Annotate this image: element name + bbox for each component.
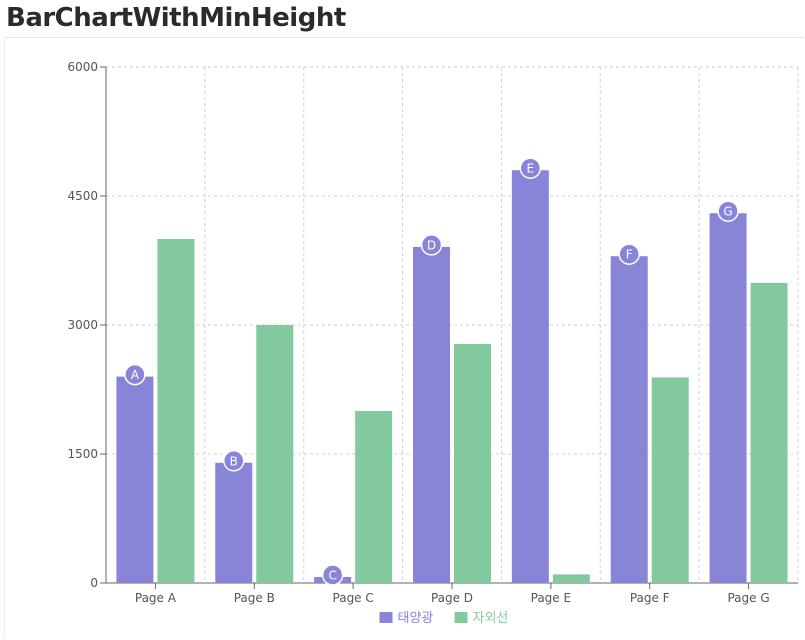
bar-series-2-6[interactable]	[750, 282, 788, 583]
bar-label-text: E	[527, 162, 535, 176]
x-tick-label: Page F	[630, 591, 670, 605]
bar-series-1-1[interactable]	[215, 462, 253, 583]
y-tick-label: 4500	[67, 189, 98, 203]
y-tick-label: 1500	[67, 447, 98, 461]
bar-series-1-3[interactable]	[413, 246, 450, 584]
bar-label-text: F	[626, 248, 633, 262]
bar-series-1-5[interactable]	[610, 256, 648, 583]
bar-series-1-6[interactable]	[709, 213, 747, 583]
legend-swatch-series-2[interactable]	[454, 612, 468, 623]
bar-series-2-0[interactable]	[157, 239, 195, 583]
bar-series-2-1[interactable]	[256, 325, 294, 583]
x-tick-label: Page D	[431, 591, 473, 605]
legend[interactable]: 태양광 자외선	[379, 611, 509, 626]
bar-label-text: G	[723, 205, 732, 219]
bar-label-badge	[519, 157, 542, 179]
bar-series-2-3[interactable]	[454, 343, 491, 583]
bar-label-badge	[124, 363, 146, 386]
bars	[116, 170, 788, 584]
bar-label-badge	[717, 200, 739, 222]
bar-label-text: C	[328, 569, 336, 583]
legend-swatch-series-1[interactable]	[379, 612, 393, 623]
bar-label-badge	[618, 243, 640, 265]
x-tick-label: Page B	[234, 591, 275, 605]
bar-label-badge	[321, 564, 344, 586]
bar-labels: A B C D E F G	[124, 157, 739, 586]
bar-label-text: B	[230, 454, 238, 468]
bar-series-1-0[interactable]	[116, 376, 154, 583]
x-tick-label: Page A	[135, 591, 177, 605]
y-tick-label: 6000	[67, 60, 98, 74]
bar-series-2-2[interactable]	[355, 411, 393, 583]
bar-series-1-4[interactable]	[511, 170, 549, 583]
x-tick-label: Page E	[531, 591, 571, 605]
x-tick-label: Page G	[727, 591, 769, 605]
grid-lines	[105, 66, 799, 584]
x-tick-label: Page C	[333, 591, 374, 605]
y-tick-label: 3000	[67, 318, 98, 332]
bar-chart: 0 1500 3000 4500 6000 Page A Page B Page C Page …	[67, 60, 799, 626]
bar-label-badge	[420, 234, 443, 256]
bar-label-text: A	[131, 368, 140, 382]
bar-label-badge	[223, 450, 245, 472]
legend-label-series-1[interactable]: 태양광	[398, 611, 434, 626]
chart-panel: 0 1500 3000 4500 6000 Page A Page B Page C Page …	[4, 37, 804, 639]
page-title: BarChartWithMinHeight	[6, 3, 346, 33]
y-tick-label: 0	[90, 576, 98, 590]
bar-series-2-5[interactable]	[651, 377, 689, 583]
bar-series-2-4[interactable]	[552, 574, 590, 583]
legend-label-series-2[interactable]: 자외선	[473, 611, 509, 626]
bar-label-text: D	[427, 238, 436, 252]
